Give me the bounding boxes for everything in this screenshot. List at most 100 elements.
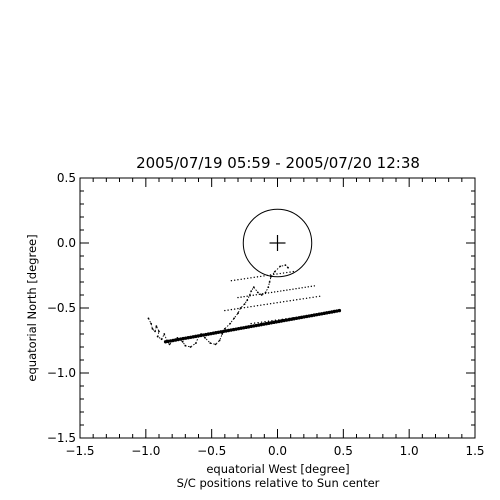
raster-point [266, 274, 268, 277]
track-point [214, 331, 218, 335]
trajectory-point [279, 265, 282, 268]
raster-point [305, 297, 308, 299]
raster-point [313, 285, 316, 287]
track-point [239, 326, 243, 330]
trajectory-point [150, 322, 153, 325]
raster-point [260, 321, 263, 323]
raster-point [237, 279, 239, 281]
trajectory-point [151, 327, 154, 330]
plot-area [147, 208, 342, 348]
trajectory-point [223, 327, 226, 330]
raster-point [289, 300, 291, 302]
raster-point [253, 305, 255, 307]
raster-point [301, 287, 303, 289]
raster-point [289, 288, 291, 291]
track-point [287, 317, 291, 322]
track-point [206, 332, 211, 336]
trajectory-point [163, 333, 166, 335]
track-point [219, 330, 223, 334]
trajectory-point [176, 337, 179, 339]
raster-point [269, 302, 272, 305]
raster-point [273, 291, 276, 293]
raster-point [256, 304, 259, 307]
track-point [337, 308, 342, 313]
raster-point [247, 277, 249, 280]
x-tick-label: −1.5 [65, 444, 94, 458]
trajectory-point [287, 266, 289, 269]
raster-point [285, 318, 287, 320]
raster-point [302, 298, 304, 300]
y-tick-label: −0.5 [47, 301, 76, 315]
track-point [191, 335, 195, 339]
y-axis-label: equatorial North [degree] [25, 234, 39, 381]
trajectory-point [214, 343, 217, 346]
x-tick-label: 0.0 [268, 444, 287, 458]
raster-point [237, 296, 239, 299]
trajectory-point [156, 335, 159, 338]
track-point [252, 324, 256, 328]
track-point [211, 331, 216, 335]
trajectory-point [250, 290, 253, 292]
raster-point [237, 307, 239, 310]
trajectory-point [166, 339, 168, 342]
trajectory-point [267, 286, 270, 289]
trajectory-point [218, 339, 221, 342]
track-point [224, 329, 228, 333]
chart-caption: S/C positions relative to Sun center [177, 476, 380, 490]
raster-point [267, 292, 270, 294]
track-point [241, 326, 246, 330]
track-point [322, 311, 326, 316]
trajectory-point [243, 303, 246, 305]
raster-point [243, 278, 246, 280]
raster-point [252, 294, 254, 296]
x-tick-label: 1.0 [400, 444, 419, 458]
raster-point [282, 301, 285, 303]
trajectory-point [181, 340, 184, 343]
trajectory-point [221, 333, 224, 335]
raster-point [263, 275, 265, 277]
trajectory-point [155, 325, 158, 328]
raster-point [240, 296, 242, 298]
raster-point [279, 272, 281, 275]
raster-point [299, 298, 301, 300]
raster-point [312, 296, 314, 298]
raster-point [270, 291, 273, 294]
track-point [168, 339, 173, 343]
track-point [325, 311, 329, 315]
x-tick-label: −0.5 [197, 444, 226, 458]
raster-point [258, 293, 261, 296]
raster-point [230, 308, 233, 311]
track-point [209, 331, 213, 336]
raster-point [267, 320, 270, 322]
track-point [257, 323, 261, 327]
track-point [320, 312, 324, 316]
raster-point [295, 288, 297, 290]
trajectory-point [204, 337, 206, 339]
raster-point [253, 322, 256, 324]
raster-point [305, 315, 308, 317]
track-point [274, 320, 279, 324]
raster-point [274, 319, 277, 321]
trajectory-point [284, 264, 287, 266]
raster-point [310, 285, 313, 288]
track-point [317, 312, 321, 316]
track-point [264, 322, 269, 326]
track-point [309, 313, 314, 318]
trajectory-point [248, 294, 251, 296]
track-point [267, 321, 271, 325]
track-point [335, 309, 339, 313]
raster-point [260, 304, 262, 306]
raster-point [296, 299, 298, 301]
trajectory-point [270, 275, 272, 278]
raster-point [278, 319, 280, 321]
raster-point [298, 287, 300, 289]
track-point [194, 334, 198, 339]
track-point [332, 309, 337, 314]
raster-point [286, 300, 288, 302]
raster-point [269, 274, 272, 276]
trajectory-point [252, 286, 255, 289]
raster-point [250, 305, 252, 308]
raster-point [273, 302, 275, 304]
track-point [272, 320, 276, 325]
